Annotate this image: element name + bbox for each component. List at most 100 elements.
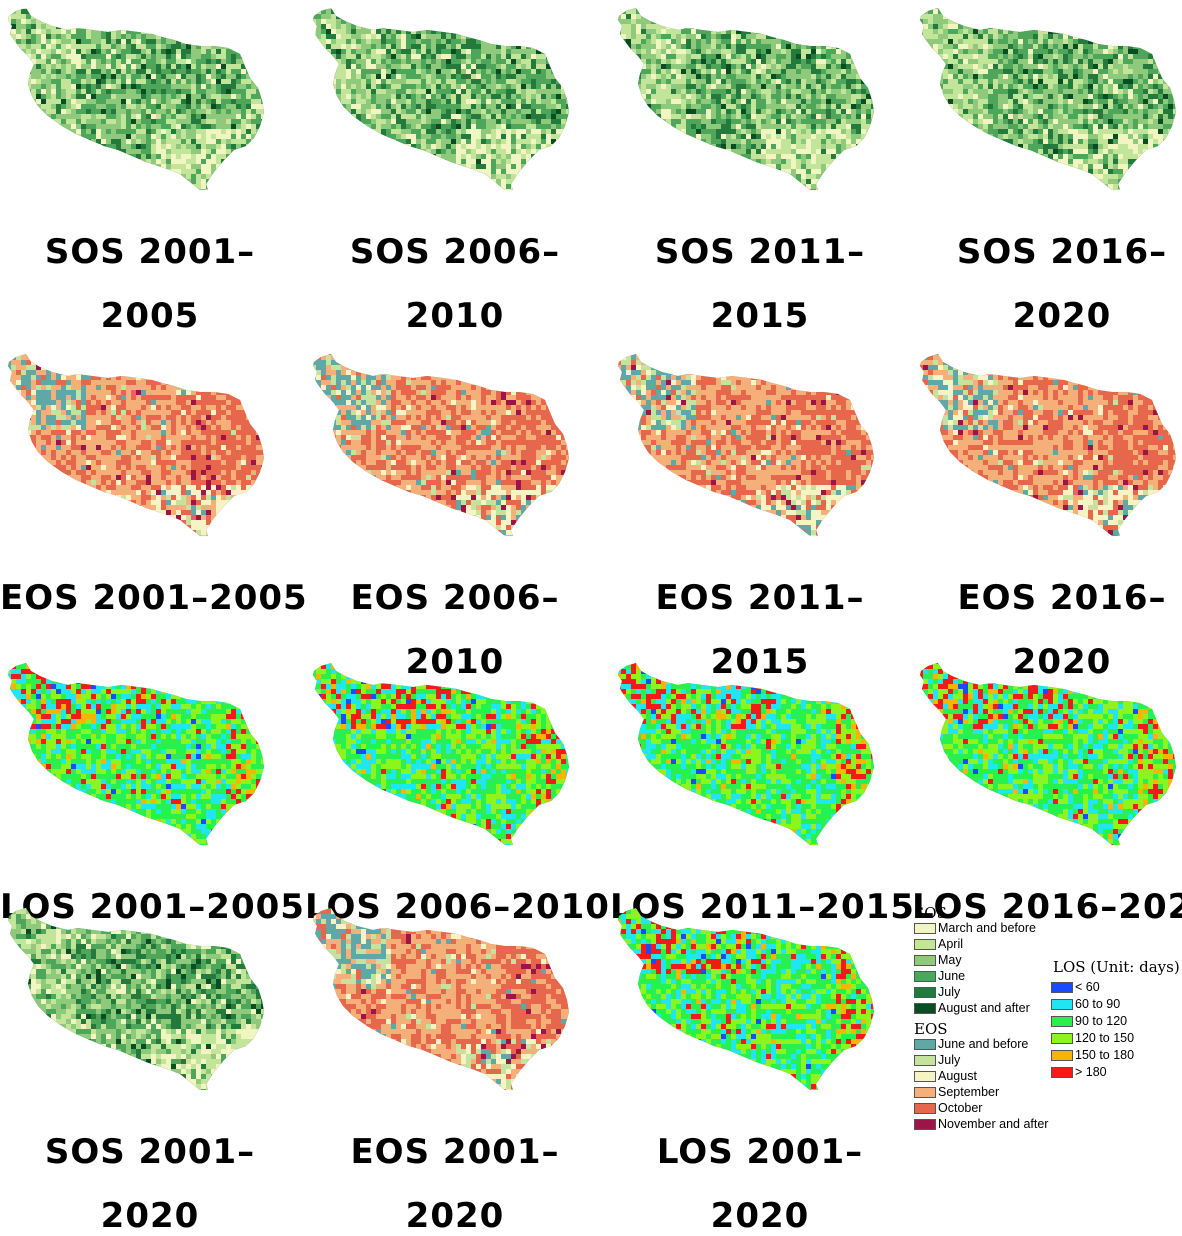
legend-label: May (938, 953, 962, 967)
map-panel-0: SOS 2001–2005 (0, 0, 300, 310)
legend-item-eos-1: July (914, 1053, 960, 1067)
legend-item-eos-4: October (914, 1101, 982, 1115)
legend-item-sos-5: August and after (914, 1001, 1030, 1015)
map-panel-2: SOS 2011–2015 (610, 0, 910, 310)
legend-swatch (914, 971, 936, 982)
plateau-map-los (0, 655, 270, 855)
panel-caption-line2: 2020 (912, 296, 1182, 336)
legend-item-eos-5: November and after (914, 1117, 1048, 1131)
legend-swatch (914, 1055, 936, 1066)
legend-title-los: LOS (Unit: days) (1053, 958, 1180, 976)
panel-caption-line1: SOS 2001– (0, 1132, 300, 1172)
map-panel-6: EOS 2011–2015 (610, 346, 910, 656)
plateau-map-eos (0, 346, 270, 546)
legend-swatch (914, 987, 936, 998)
plateau-map-sos (0, 0, 270, 200)
legend-label: September (938, 1085, 999, 1099)
plateau-map-eos (305, 900, 575, 1100)
legend-label: July (938, 1053, 960, 1067)
panel-caption-line1: EOS 2011– (610, 578, 910, 618)
panel-caption-line2: 2010 (305, 296, 605, 336)
panel-caption-line1: SOS 2016– (912, 232, 1182, 272)
map-panel-4: EOS 2001–2005 (0, 346, 300, 656)
map-legend: SOS March and before April May June July… (914, 904, 1182, 1140)
legend-label: October (938, 1101, 982, 1115)
plateau-map-los (610, 900, 880, 1100)
legend-label: 120 to 150 (1075, 1031, 1134, 1045)
legend-swatch (914, 939, 936, 950)
legend-label: June and before (938, 1037, 1028, 1051)
plateau-map-eos (305, 346, 575, 546)
legend-item-los-5: > 180 (1051, 1065, 1107, 1079)
legend-item-eos-3: September (914, 1085, 999, 1099)
legend-swatch (1051, 982, 1073, 993)
map-panel-5: EOS 2006–2010 (305, 346, 605, 656)
legend-label: April (938, 937, 963, 951)
legend-item-sos-3: June (914, 969, 965, 983)
legend-label: > 180 (1075, 1065, 1107, 1079)
legend-item-sos-4: July (914, 985, 960, 999)
map-panel-14: LOS 2001–2020 (610, 900, 910, 1210)
plateau-map-sos (0, 900, 270, 1100)
legend-item-los-2: 90 to 120 (1051, 1014, 1127, 1028)
legend-item-los-0: < 60 (1051, 980, 1100, 994)
legend-swatch (1051, 1050, 1073, 1061)
legend-swatch (914, 1003, 936, 1014)
plateau-map-sos (610, 0, 880, 200)
legend-swatch (1051, 999, 1073, 1010)
legend-swatch (914, 1087, 936, 1098)
plateau-map-sos (912, 0, 1182, 200)
map-panel-12: SOS 2001–2020 (0, 900, 300, 1210)
plateau-map-los (912, 655, 1182, 855)
panel-caption-line1: EOS 2016– (912, 578, 1182, 618)
legend-label: < 60 (1075, 980, 1100, 994)
legend-item-eos-0: June and before (914, 1037, 1028, 1051)
legend-title-sos: SOS (914, 904, 947, 922)
legend-item-sos-1: April (914, 937, 963, 951)
legend-swatch (914, 1119, 936, 1130)
map-panel-1: SOS 2006–2010 (305, 0, 605, 310)
legend-item-los-1: 60 to 90 (1051, 997, 1120, 1011)
panel-caption-line1: SOS 2001– (0, 232, 300, 272)
panel-caption-line2: 2020 (0, 1196, 300, 1236)
plateau-map-los (305, 655, 575, 855)
panel-caption-line2: 2015 (610, 296, 910, 336)
map-panel-13: EOS 2001–2020 (305, 900, 605, 1210)
legend-label: 90 to 120 (1075, 1014, 1127, 1028)
panel-caption-line1: EOS 2001– (305, 1132, 605, 1172)
legend-item-sos-0: March and before (914, 921, 1036, 935)
legend-label: June (938, 969, 965, 983)
plateau-map-eos (912, 346, 1182, 546)
legend-swatch (1051, 1016, 1073, 1027)
legend-label: March and before (938, 921, 1036, 935)
panel-caption-line1: LOS 2001– (610, 1132, 910, 1172)
legend-swatch (914, 923, 936, 934)
plateau-map-los (610, 655, 880, 855)
legend-label: November and after (938, 1117, 1048, 1131)
panel-caption-line1: SOS 2011– (610, 232, 910, 272)
legend-swatch (914, 955, 936, 966)
panel-caption-line2: 2020 (610, 1196, 910, 1236)
panel-caption-line1: EOS 2006– (305, 578, 605, 618)
map-panel-3: SOS 2016–2020 (912, 0, 1182, 310)
panel-caption-line2: 2020 (305, 1196, 605, 1236)
legend-swatch (914, 1103, 936, 1114)
legend-label: August and after (938, 1001, 1030, 1015)
legend-item-los-3: 120 to 150 (1051, 1031, 1134, 1045)
legend-label: 60 to 90 (1075, 997, 1120, 1011)
legend-label: 150 to 180 (1075, 1048, 1134, 1062)
panel-caption-line1: SOS 2006– (305, 232, 605, 272)
panel-caption-line1: EOS 2001–2005 (0, 578, 300, 618)
panel-caption-line2: 2005 (0, 296, 300, 336)
legend-label: July (938, 985, 960, 999)
legend-item-sos-2: May (914, 953, 962, 967)
map-panel-7: EOS 2016–2020 (912, 346, 1182, 656)
plateau-map-eos (610, 346, 880, 546)
legend-item-los-4: 150 to 180 (1051, 1048, 1134, 1062)
legend-label: August (938, 1069, 977, 1083)
legend-title-eos: EOS (914, 1020, 948, 1038)
legend-swatch (914, 1071, 936, 1082)
legend-item-eos-2: August (914, 1069, 977, 1083)
legend-swatch (914, 1039, 936, 1050)
legend-swatch (1051, 1033, 1073, 1044)
